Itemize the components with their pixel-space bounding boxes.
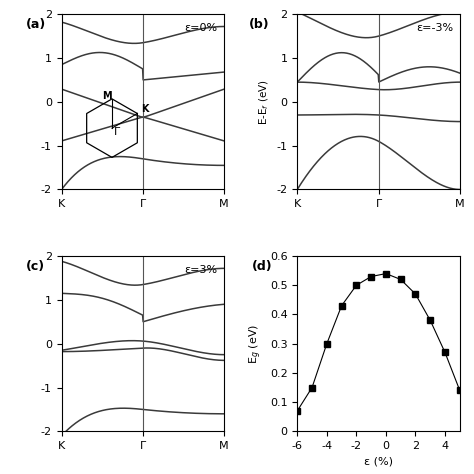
Y-axis label: E$_g$ (eV): E$_g$ (eV) [248, 324, 264, 364]
Text: ε=3%: ε=3% [184, 265, 218, 275]
Text: (c): (c) [26, 260, 45, 273]
Text: ε=-3%: ε=-3% [416, 23, 453, 33]
Text: (a): (a) [26, 18, 46, 31]
X-axis label: ε (%): ε (%) [364, 456, 393, 466]
Text: ε=0%: ε=0% [184, 23, 218, 33]
Text: (d): (d) [252, 260, 273, 273]
Text: (b): (b) [248, 18, 269, 31]
Y-axis label: E-E$_f$ (eV): E-E$_f$ (eV) [257, 79, 271, 125]
